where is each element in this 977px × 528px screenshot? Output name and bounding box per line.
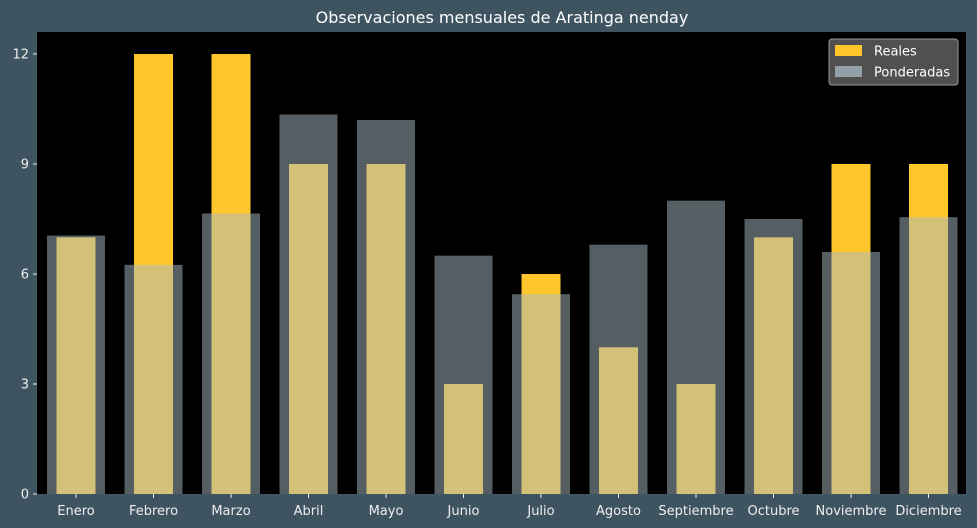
bar-ponderadas-septiembre	[667, 200, 725, 494]
plot-area	[37, 32, 966, 494]
legend-swatch-ponderadas	[835, 66, 862, 77]
bar-ponderadas-abril	[279, 114, 338, 494]
bar-ponderadas-diciembre	[899, 217, 958, 494]
y-tick-label: 12	[12, 48, 29, 63]
x-tick-label: Marzo	[211, 504, 250, 519]
bar-ponderadas-mayo	[357, 120, 415, 494]
legend-label-reales: Reales	[874, 45, 917, 60]
legend: Reales Ponderadas	[828, 38, 959, 86]
legend-swatch-reales	[835, 45, 862, 56]
legend-label-ponderadas: Ponderadas	[874, 66, 950, 81]
x-tick-label: Julio	[526, 504, 554, 519]
y-tick-label: 3	[21, 378, 29, 393]
series-ponderadas	[47, 114, 958, 494]
axes: Enero Febrero Marzo Abril Mayo Junio Julio Agos…	[12, 48, 961, 520]
chart-title: Observaciones mensuales de Aratinga nend…	[316, 8, 689, 27]
bar-ponderadas-marzo	[202, 213, 260, 494]
x-tick-label: Febrero	[129, 504, 178, 519]
x-tick-label: Septiembre	[658, 504, 733, 519]
y-tick-label: 0	[21, 488, 29, 503]
x-tick-label: Octubre	[747, 504, 799, 519]
x-tick-label: Enero	[57, 504, 95, 519]
bar-ponderadas-agosto	[589, 244, 648, 494]
x-tick-label: Diciembre	[895, 504, 961, 519]
bar-ponderadas-noviembre	[822, 252, 880, 494]
x-tick-label: Abril	[294, 504, 324, 519]
x-tick-label: Mayo	[369, 504, 404, 519]
bar-ponderadas-junio	[434, 255, 493, 494]
bar-ponderadas-enero	[47, 235, 105, 494]
y-tick-label: 6	[21, 268, 29, 283]
x-tick-label: Agosto	[596, 504, 641, 519]
y-tick-label: 9	[21, 158, 29, 173]
bar-ponderadas-febrero	[124, 264, 183, 494]
x-tick-label: Junio	[447, 504, 480, 519]
bar-ponderadas-julio	[512, 294, 570, 494]
bar-ponderadas-octubre	[744, 219, 803, 494]
x-tick-label: Noviembre	[816, 504, 887, 519]
